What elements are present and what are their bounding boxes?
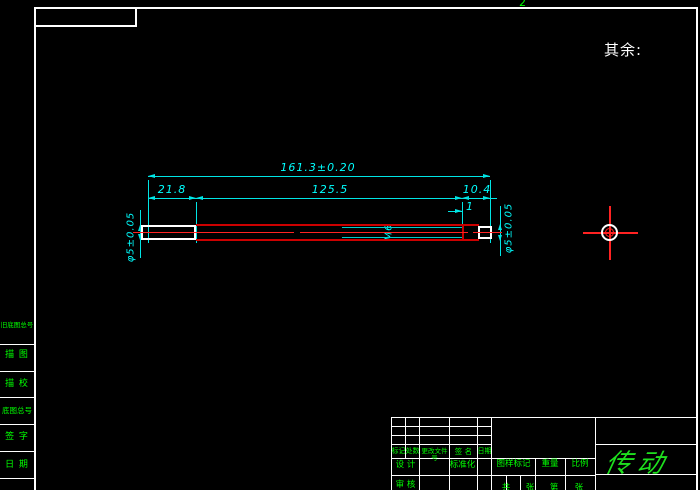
dim-arrow [498,235,502,241]
titleblock-line [391,458,595,459]
titleblock-line [391,475,595,476]
dim-arrow [148,196,155,200]
margin-divider [0,371,34,372]
dim-arrow [138,225,142,231]
dim-arrow [138,234,142,240]
titleblock-standardization-label: 标准化 [449,460,476,470]
dim-line-total [148,176,490,177]
margin-label-old-drawing-no: 旧底图总号 [0,321,34,329]
dim-arrow [498,224,502,230]
titleblock-checker-label: 审 核 [395,480,416,490]
end-view-inner-circle [605,228,614,237]
dim-left-section: 21.8 [157,183,187,196]
dim-line-right-diameter [500,206,501,256]
shaft-outline-bottom [196,239,479,241]
titleblock-sheet-no: 第 [549,483,559,490]
titleblock-col-change-doc: 更改文件号 [421,447,448,463]
titleblock-sheet-unit2: 张 [574,483,584,490]
ext-line [490,180,491,243]
surface-finish-note: 其余: [604,41,643,59]
dim-arrow [148,174,155,178]
titleblock-line [391,444,491,445]
titleblock-part-name: 传动 [602,449,673,479]
titleblock-col-mark: 标记 [391,447,406,455]
titleblock-line [595,444,698,445]
margin-divider [0,344,34,345]
dim-arrow [189,196,196,200]
titleblock-line [595,474,698,475]
titleblock-weight-label: 重量 [541,459,559,469]
dim-arrow [462,196,469,200]
margin-divider [0,397,34,398]
margin-label-signature: 签 字 [5,432,29,442]
titleblock-sheet-total: 共 [501,483,511,490]
margin-label-trace-check: 描 校 [5,379,29,389]
dim-arrow [455,209,462,213]
dim-middle-section: 125.5 [311,183,349,196]
dim-arrow [483,174,490,178]
ext-line [196,202,197,243]
titleblock-line [419,417,420,490]
dim-groove: 1 [466,200,474,213]
ext-line [148,180,149,243]
titleblock-line [520,475,521,490]
frame-left-border [34,7,36,490]
shaft-centerline [300,232,468,233]
titleblock-line [391,417,392,490]
margin-label-drawing-no: 底图总号 [2,406,32,415]
dim-right-diameter: φ5±0.05 [503,202,515,254]
margin-divider [0,424,34,425]
dim-left-diameter: φ5±0.05 [125,211,137,263]
titleblock-line [565,458,566,490]
thread-minor-line [342,227,462,228]
titleblock-stage-label: 图样标记 [496,459,531,469]
frame-top-border [34,7,698,9]
titleblock-designer-label: 设 计 [395,460,416,470]
dim-line-sections [148,198,497,199]
frame-right-border [696,7,698,490]
titleblock-sheet-unit: 张 [525,483,535,490]
titleblock-scale-label: 比例 [571,459,589,469]
frame-corner-mark: 2 [519,0,526,9]
titleblock-line [391,417,698,418]
margin-divider [0,478,34,479]
shaft-centerline [473,232,502,233]
frame-corner-box [34,7,137,27]
titleblock-col-signature: 签 名 [454,447,473,456]
titleblock-line [449,417,450,490]
titleblock-line [477,417,478,490]
titleblock-line [506,475,507,490]
dim-right-section: 10.4 [462,183,492,196]
margin-divider [0,451,34,452]
titleblock-line [491,417,492,490]
dim-total-length: 161.3±0.20 [280,161,356,174]
margin-label-tracing: 描 图 [5,350,29,360]
titleblock-line [391,435,491,436]
end-view-outer-circle [601,224,618,241]
ext-line [462,202,463,225]
thread-minor-line [342,237,462,238]
titleblock-line [535,458,536,490]
dim-arrow [196,196,203,200]
titleblock-line [405,417,406,458]
margin-label-date: 日 期 [5,460,29,470]
dim-arrow [483,196,490,200]
shaft-outline-top [196,224,479,226]
dim-arrow [455,196,462,200]
titleblock-col-date: 日期 [477,447,492,455]
titleblock-line [595,417,596,490]
titleblock-line [391,426,491,427]
titleblock-col-count: 处数 [405,447,420,455]
shaft-centerline [133,232,294,233]
